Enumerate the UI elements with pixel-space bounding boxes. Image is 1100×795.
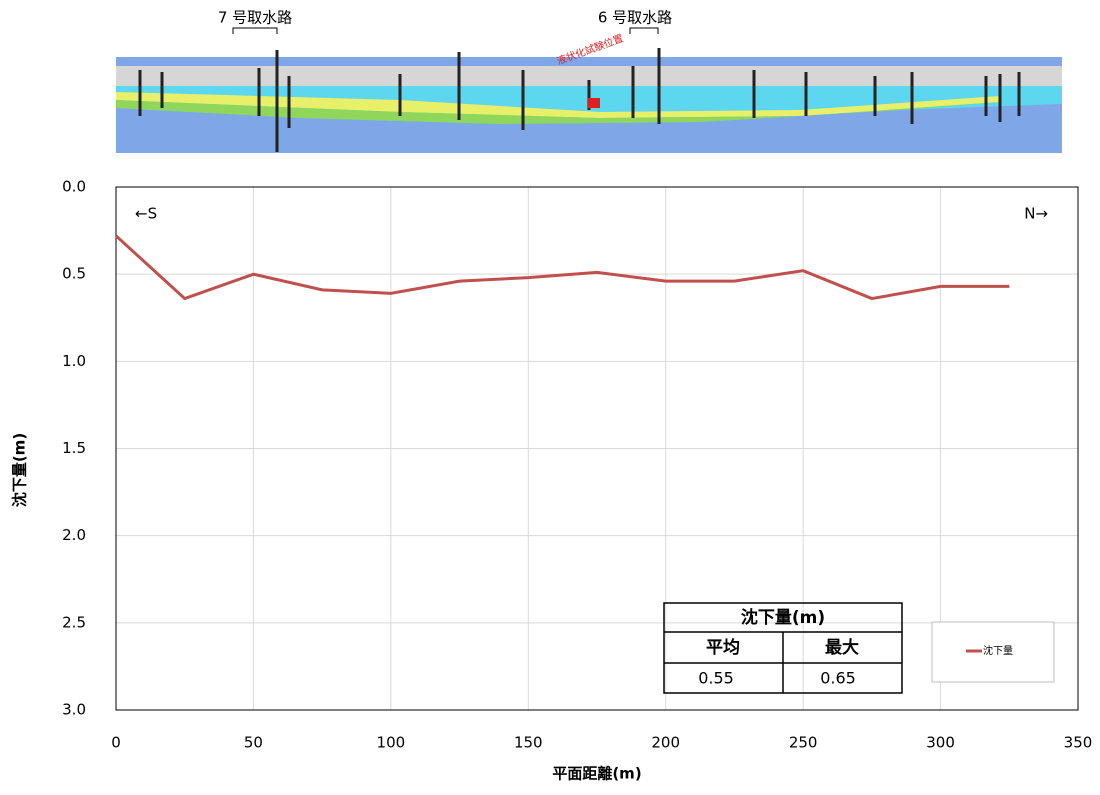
x-tick-label: 50 [244, 734, 263, 752]
y-tick-label: 1.0 [62, 352, 86, 370]
x-tick-label: 300 [926, 734, 955, 752]
stats-table: 沈下量(m) 平均 最大 0.55 0.65 [663, 602, 903, 694]
gravel-layer [116, 100, 1000, 124]
data-line [114, 234, 1010, 301]
legend-box [931, 621, 1055, 683]
cross-section: 7 号取水路 6 号取水路 液状化試験位置 [116, 9, 1062, 153]
x-tick-label: 100 [377, 734, 406, 752]
y-axis-title: 沈下量(m) [11, 433, 29, 507]
table-header: 最大 [825, 637, 859, 658]
plot-frame [115, 186, 1079, 711]
y-tick-label: 2.5 [62, 613, 86, 631]
x-tick-label: 200 [651, 734, 680, 752]
table-cell: 0.55 [698, 669, 734, 688]
piles [138, 48, 1021, 152]
table-cell: 0.65 [820, 669, 856, 688]
x-tick-label: 350 [1064, 734, 1093, 752]
x-axis-title: 平面距離(m) [552, 765, 641, 783]
x-tick-label: 250 [789, 734, 818, 752]
x-tick-label: 150 [514, 734, 543, 752]
clay-lens [116, 92, 1000, 118]
test-position [588, 98, 600, 108]
intake-label: 7 号取水路 [218, 9, 292, 27]
y-tick-label: 3.0 [62, 701, 86, 719]
legend-label: 沈下量 [983, 644, 1013, 657]
y-tick-label: 0.0 [62, 178, 86, 196]
plot-area: 0.0 0.5 1.0 1.5 2.0 2.5 3.0 0 50 100 150 200 250 300 3… [62, 178, 1092, 752]
x-tick-label: 0 [111, 734, 121, 752]
y-tick-label: 2.0 [62, 526, 86, 544]
y-tick-label: 0.5 [62, 265, 86, 283]
brackets [232, 27, 659, 34]
legend: 沈下量 [931, 621, 1055, 683]
table-title: 沈下量(m) [741, 607, 825, 628]
annotation: N→ [1024, 205, 1048, 223]
annotation: ←S [135, 205, 157, 223]
fill-layer [116, 66, 1062, 86]
intake-label: 6 号取水路 [598, 9, 672, 27]
table-header: 平均 [706, 637, 740, 658]
y-tick-label: 1.5 [62, 439, 86, 457]
